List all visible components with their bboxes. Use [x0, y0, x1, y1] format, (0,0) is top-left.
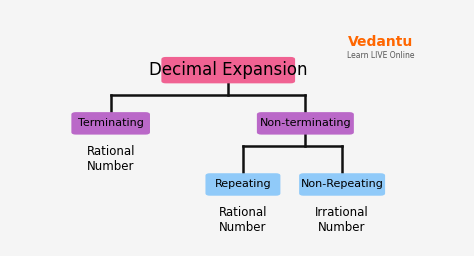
Text: Terminating: Terminating [78, 118, 144, 128]
Text: Decimal Expansion: Decimal Expansion [149, 61, 308, 79]
FancyBboxPatch shape [72, 112, 150, 135]
FancyBboxPatch shape [257, 112, 354, 135]
FancyBboxPatch shape [161, 57, 295, 83]
Text: Non-Repeating: Non-Repeating [301, 179, 383, 189]
Text: Learn LIVE Online: Learn LIVE Online [347, 51, 414, 60]
Text: Rational
Number: Rational Number [219, 206, 267, 234]
FancyBboxPatch shape [205, 173, 281, 196]
Text: Non-terminating: Non-terminating [260, 118, 351, 128]
Text: Rational
Number: Rational Number [86, 145, 135, 173]
FancyBboxPatch shape [299, 173, 385, 196]
Text: Irrational
Number: Irrational Number [315, 206, 369, 234]
Text: Repeating: Repeating [215, 179, 271, 189]
Text: Vedantu: Vedantu [348, 35, 413, 49]
